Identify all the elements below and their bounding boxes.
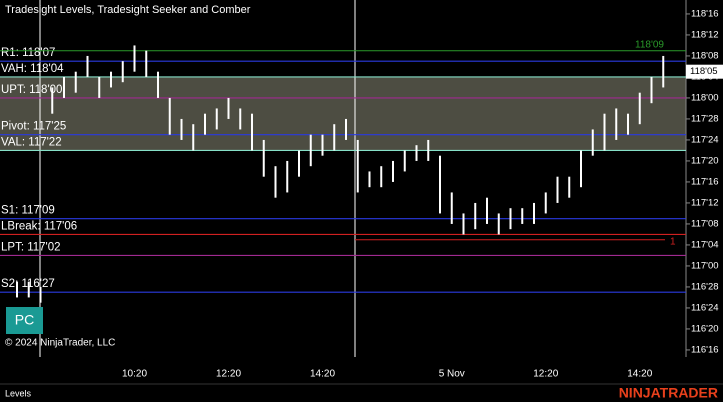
level-label: Pivot: 117'25 (1, 121, 66, 133)
band-layer (0, 76, 686, 151)
y-tick-label: 117'00 (691, 260, 719, 271)
level-label: LBreak: 117'06 (1, 220, 77, 232)
level-label: VAH: 118'04 (1, 63, 64, 75)
current-price-box (686, 64, 723, 79)
y-tick-label: 116'28 (691, 281, 719, 292)
y-tick-label: 117'24 (691, 134, 719, 145)
y-tick-label: 117'16 (691, 176, 719, 187)
copyright: © 2024 NinjaTrader, LLC (5, 338, 115, 349)
high-marker-label: 118'09 (635, 39, 664, 50)
y-tick-label: 116'20 (691, 323, 719, 334)
level-label: UPT: 118'00 (1, 84, 62, 96)
x-tick-label: 5 Nov (439, 369, 465, 380)
signal-label: 1 (670, 236, 676, 247)
level-label: VAL: 117'22 (1, 136, 62, 148)
x-tick-label: 12:20 (216, 369, 241, 380)
pc-button[interactable] (6, 307, 43, 334)
y-tick-label: 117'04 (691, 239, 719, 250)
y-tick-label: 118'08 (691, 50, 719, 61)
y-tick-label: 116'16 (691, 344, 719, 355)
tab-label[interactable]: Levels (5, 388, 32, 398)
pc-button-label[interactable]: PC (15, 312, 34, 328)
x-tick-label: 14:20 (310, 369, 335, 380)
level-label: R1: 118'07 (1, 47, 55, 59)
y-tick-label: 117'12 (691, 197, 719, 208)
x-tick-label: 10:20 (122, 369, 147, 380)
x-tick-label: 12:20 (533, 369, 558, 380)
y-tick-label: 116'24 (691, 302, 719, 313)
y-tick-label: 117'08 (691, 218, 719, 229)
x-tick-label: 14:20 (627, 369, 652, 380)
y-tick-label: 117'20 (691, 155, 719, 166)
logo: NINJATRADER (619, 385, 718, 401)
chart-title: Tradesight Levels, Tradesight Seeker and… (5, 4, 251, 16)
y-tick-label: 118'12 (691, 29, 719, 40)
y-tick-label: 118'16 (691, 8, 719, 19)
current-price-label: 118'05 (690, 66, 718, 77)
y-tick-label: 117'28 (691, 113, 719, 124)
value-area (0, 76, 686, 151)
level-label: S1: 117'09 (1, 205, 55, 217)
y-tick-label: 118'00 (691, 92, 719, 103)
level-label: LPT: 117'02 (1, 241, 61, 253)
